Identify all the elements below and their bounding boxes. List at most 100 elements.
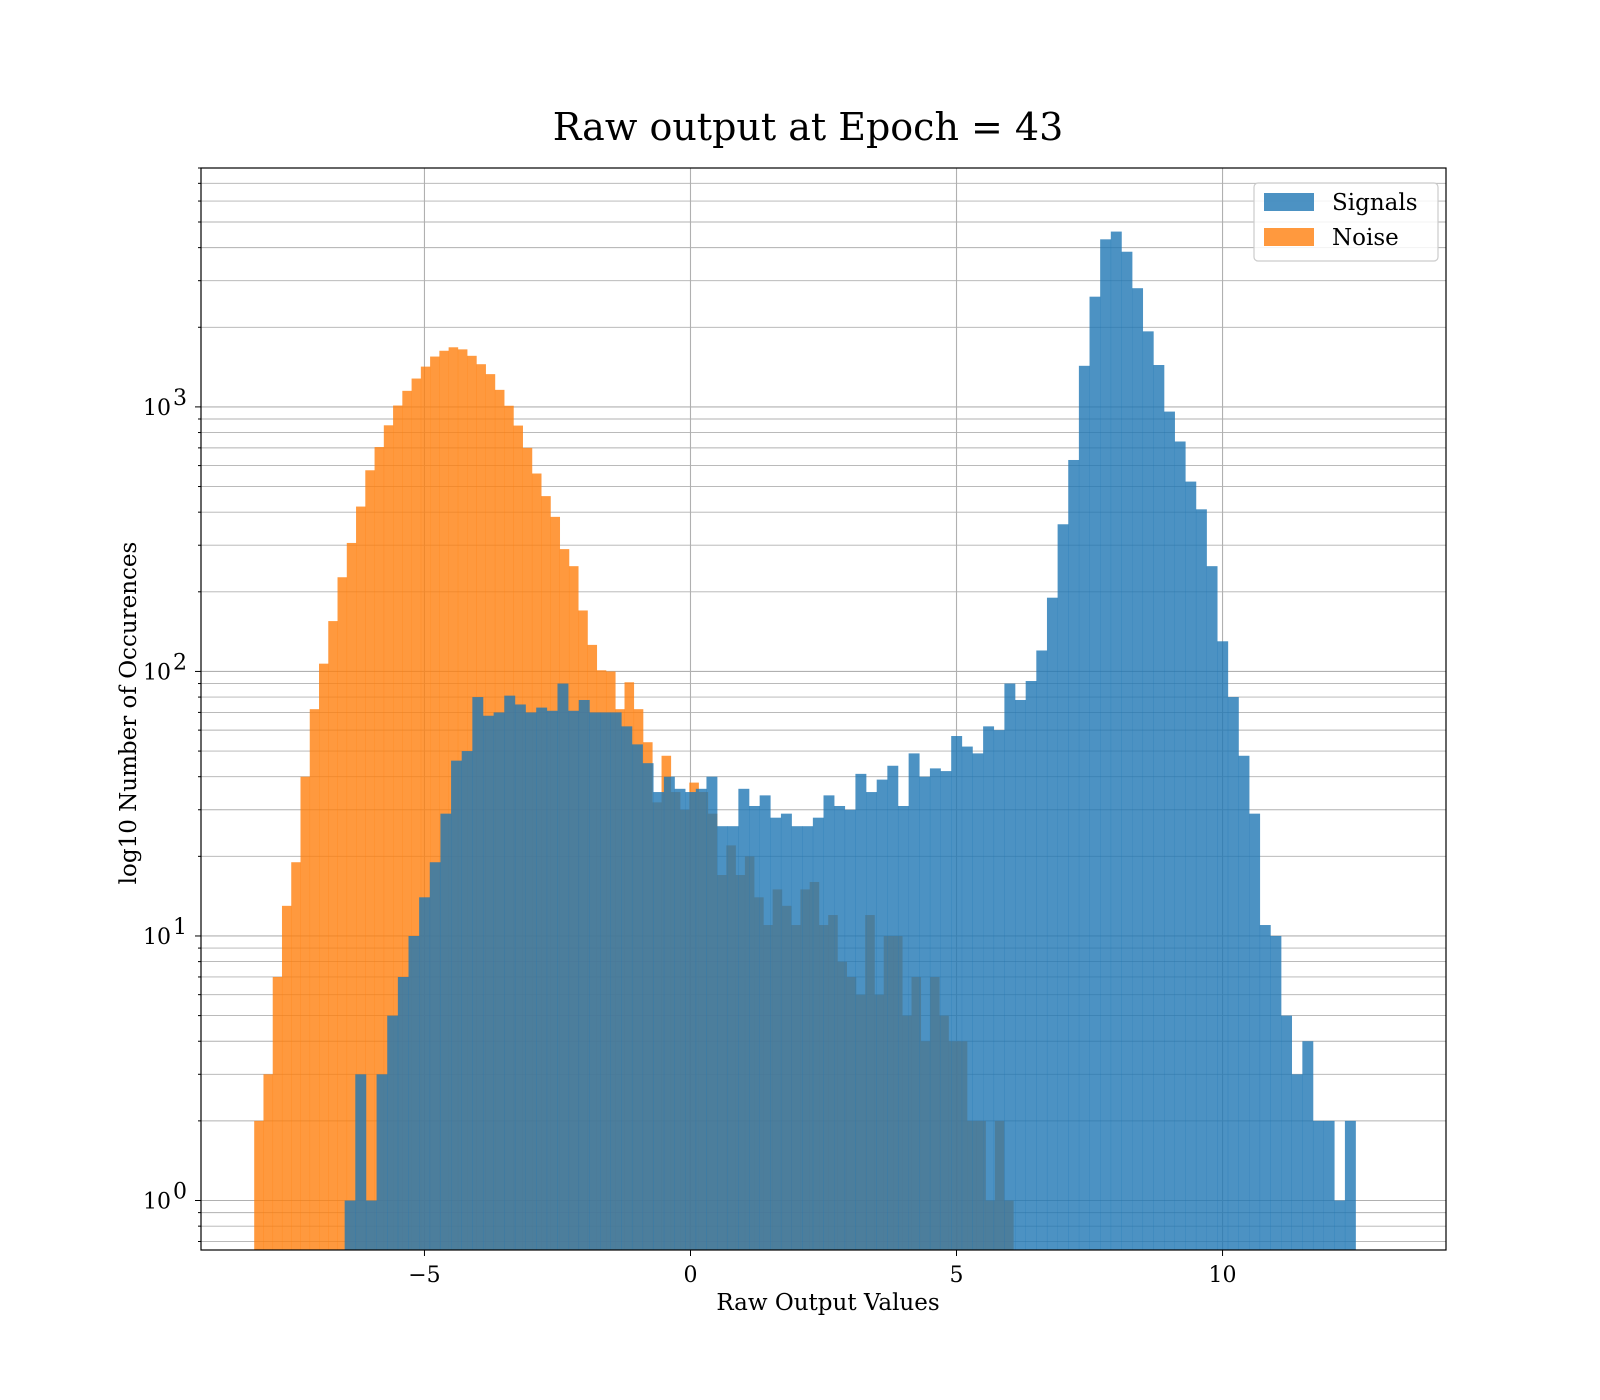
bar-noise <box>346 542 357 1250</box>
bar-noise <box>300 776 311 1250</box>
bar-noise <box>430 356 440 1250</box>
bar-signals <box>951 736 963 1250</box>
bar-signals <box>1344 1120 1356 1250</box>
bar-noise <box>374 447 385 1250</box>
bar-signals <box>610 712 622 1250</box>
bar-signals <box>1078 365 1090 1251</box>
bar-signals <box>536 707 548 1250</box>
legend-swatch-signals <box>1264 193 1314 211</box>
bar-signals <box>738 788 750 1250</box>
bar-noise <box>291 862 301 1250</box>
bar-signals <box>749 805 760 1250</box>
y-axis-label: log10 Number of Occurences <box>116 542 142 885</box>
bar-signals <box>376 1074 388 1250</box>
bar-noise <box>411 378 422 1250</box>
bar-signals <box>1281 1015 1293 1250</box>
bar-noise <box>328 621 338 1250</box>
bar-signals <box>365 1200 377 1250</box>
bar-signals <box>1110 231 1122 1251</box>
bar-signals <box>482 715 494 1250</box>
bar-signals <box>1195 509 1207 1250</box>
bar-signals <box>759 795 771 1250</box>
bar-signals <box>919 776 931 1250</box>
bar-signals <box>397 976 409 1250</box>
bar-signals <box>546 710 558 1250</box>
bar-signals <box>823 795 835 1250</box>
bar-noise <box>263 1074 274 1250</box>
bar-signals <box>929 768 941 1250</box>
chart-title: Raw output at Epoch = 43 <box>553 105 1064 149</box>
bar-signals <box>780 813 792 1250</box>
x-tick-label: 0 <box>683 1263 697 1288</box>
x-tick-label: 5 <box>950 1263 964 1288</box>
bar-signals <box>451 760 463 1250</box>
bar-signals <box>1312 1120 1324 1250</box>
bar-signals <box>568 710 580 1250</box>
bar-signals <box>908 753 920 1250</box>
y-tick-exponent: 0 <box>173 1180 187 1205</box>
bar-signals <box>1217 641 1229 1250</box>
bar-signals <box>642 763 654 1250</box>
bar-signals <box>631 744 643 1250</box>
bar-noise <box>365 470 375 1250</box>
bar-signals <box>387 1015 399 1250</box>
bar-signals <box>1025 681 1037 1250</box>
bar-signals <box>355 1074 367 1250</box>
bar-signals <box>1238 755 1250 1250</box>
bar-signals <box>653 792 665 1250</box>
bar-signals <box>1206 566 1218 1250</box>
bar-signals <box>1100 239 1112 1250</box>
y-tick-label: 10 <box>143 660 171 685</box>
legend: Signals Noise <box>1253 182 1439 262</box>
bar-noise <box>254 1120 264 1250</box>
bar-signals <box>1291 1074 1303 1250</box>
bar-signals <box>897 805 909 1250</box>
bar-signals <box>429 862 441 1250</box>
bar-signals <box>887 765 899 1250</box>
bar-noise <box>309 709 320 1250</box>
bar-signals <box>1270 935 1282 1250</box>
x-tick-label: −5 <box>408 1263 440 1288</box>
bar-signals <box>1249 813 1261 1250</box>
bar-signals <box>408 935 420 1250</box>
legend-label-signals: Signals <box>1332 190 1418 216</box>
bar-signals <box>1142 331 1154 1251</box>
bar-noise <box>393 405 403 1250</box>
bar-signals <box>834 805 846 1250</box>
histogram-bars <box>254 231 1356 1251</box>
bar-signals <box>685 792 697 1250</box>
bar-noise <box>420 366 431 1250</box>
bar-signals <box>812 817 824 1250</box>
bar-signals <box>1302 1041 1314 1250</box>
bar-signals <box>504 695 516 1250</box>
bar-signals <box>706 776 718 1250</box>
x-axis-label: Raw Output Values <box>716 1290 939 1316</box>
bar-signals <box>472 697 484 1250</box>
bar-signals <box>493 712 505 1250</box>
bar-signals <box>1089 296 1101 1250</box>
bar-signals <box>791 826 803 1250</box>
series-signals <box>344 231 1356 1251</box>
bar-noise <box>402 390 412 1250</box>
bar-signals <box>344 1200 356 1250</box>
plot-area <box>201 167 1446 1251</box>
y-tick-exponent: 3 <box>173 386 187 411</box>
bar-signals <box>802 826 814 1250</box>
bar-signals <box>419 897 431 1250</box>
plot-frame <box>200 167 1447 1251</box>
bar-signals <box>727 826 739 1250</box>
bar-signals <box>1174 441 1186 1250</box>
bar-noise <box>383 425 394 1251</box>
bar-signals <box>1153 365 1165 1250</box>
bar-signals <box>983 726 995 1250</box>
y-tick-exponent: 1 <box>173 915 187 940</box>
bar-signals <box>1036 650 1048 1250</box>
bar-signals <box>1068 459 1080 1250</box>
bar-signals <box>589 712 601 1250</box>
bar-noise <box>356 506 366 1250</box>
bar-signals <box>440 813 452 1250</box>
bar-signals <box>1323 1120 1335 1250</box>
